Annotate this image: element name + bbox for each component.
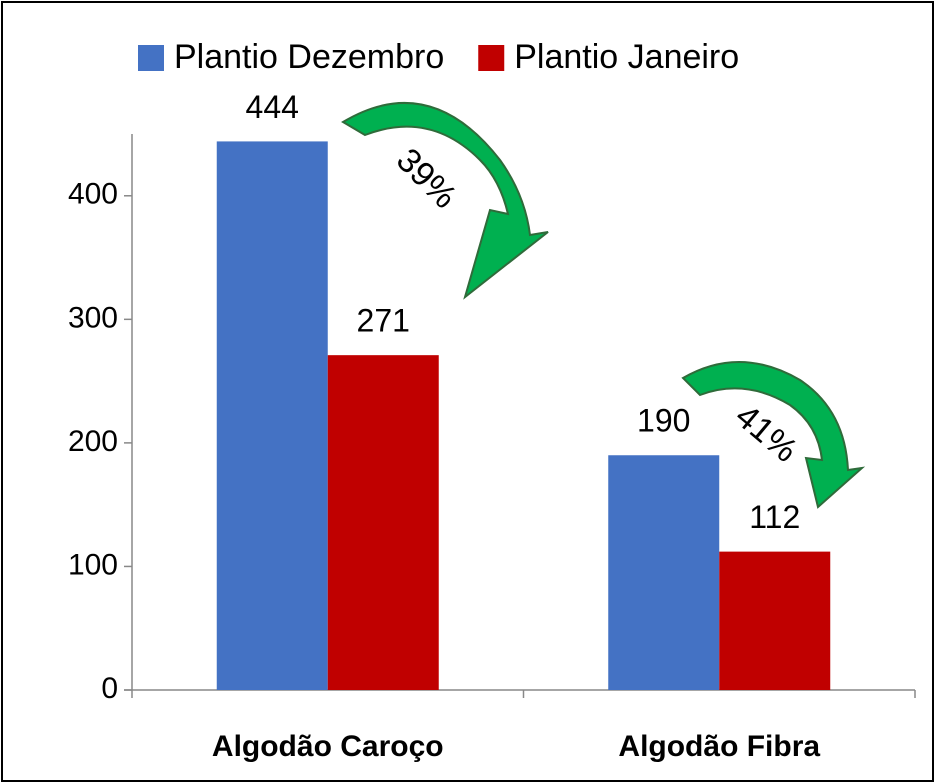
y-tick-label: 400 xyxy=(68,178,118,211)
legend-swatch xyxy=(478,45,505,71)
x-tick-label: Algodão Fibra xyxy=(618,730,820,763)
value-label: 444 xyxy=(246,89,299,125)
value-label: 190 xyxy=(637,403,690,439)
legend-label: Plantio Janeiro xyxy=(514,38,739,76)
y-tick-label: 0 xyxy=(101,672,118,705)
legend-label: Plantio Dezembro xyxy=(174,38,444,76)
legend-swatch xyxy=(138,45,164,71)
bar xyxy=(327,355,439,690)
value-label: 271 xyxy=(357,303,410,339)
x-tick-label: Algodão Caroço xyxy=(212,730,444,763)
y-tick-label: 100 xyxy=(68,548,118,581)
bar xyxy=(719,551,831,690)
y-tick-label: 300 xyxy=(68,301,118,334)
arrow xyxy=(681,361,866,509)
bar xyxy=(216,141,328,690)
y-tick-label: 200 xyxy=(68,425,118,458)
value-label: 112 xyxy=(749,499,800,535)
arrow xyxy=(341,102,549,300)
bar xyxy=(608,455,720,690)
